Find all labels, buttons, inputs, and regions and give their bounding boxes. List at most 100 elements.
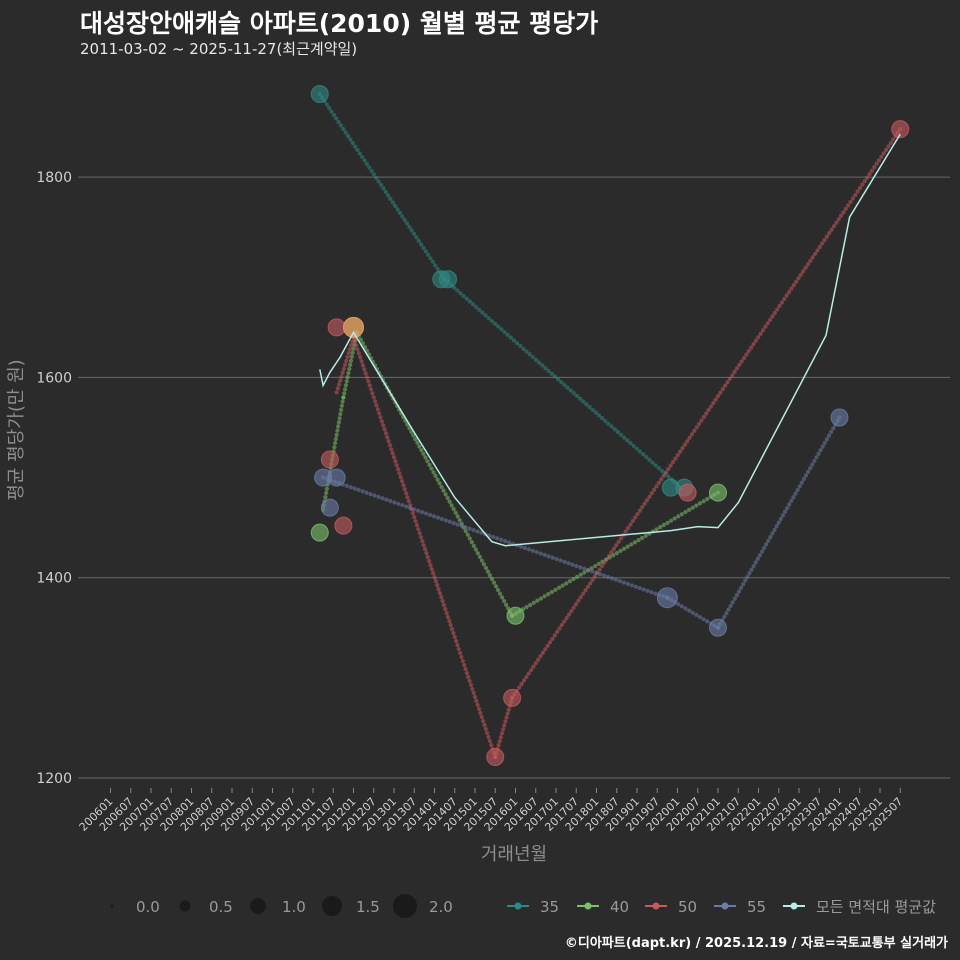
trend-dot-50 bbox=[373, 399, 378, 404]
trend-dot-50 bbox=[786, 289, 792, 295]
trend-dot-35 bbox=[348, 137, 353, 142]
trend-dot-35 bbox=[577, 396, 583, 401]
trend-dot-55 bbox=[808, 466, 813, 471]
point-40 bbox=[506, 606, 525, 625]
trend-dot-40 bbox=[556, 585, 562, 590]
trend-dot-50 bbox=[812, 251, 818, 257]
point-55 bbox=[709, 618, 727, 637]
trend-dot-55 bbox=[526, 547, 531, 552]
trend-dot-50 bbox=[794, 279, 799, 284]
trend-dot-55 bbox=[582, 566, 587, 571]
legend-label: 35 bbox=[540, 898, 559, 916]
trend-dot-40 bbox=[493, 584, 499, 589]
trend-dot-55 bbox=[799, 480, 804, 485]
trend-dot-50 bbox=[585, 584, 590, 589]
trend-dot-50 bbox=[805, 262, 811, 267]
trend-dot-55 bbox=[463, 525, 468, 530]
trend-dot-50 bbox=[841, 210, 846, 215]
trend-dot-50 bbox=[763, 324, 768, 329]
trend-dot-50 bbox=[706, 407, 711, 413]
trend-dot-40 bbox=[427, 462, 432, 467]
trend-dot-40 bbox=[413, 436, 418, 442]
point-35 bbox=[439, 270, 457, 289]
trend-dot-40 bbox=[339, 403, 344, 408]
trend-dot-35 bbox=[625, 438, 630, 443]
trend-dot-35 bbox=[489, 318, 494, 324]
trend-dot-55 bbox=[772, 527, 777, 532]
trend-dot-50 bbox=[886, 144, 891, 149]
trend-dot-50 bbox=[673, 456, 678, 461]
trend-dot-55 bbox=[495, 536, 500, 541]
trend-dot-50 bbox=[455, 642, 460, 648]
trend-dot-40 bbox=[485, 569, 491, 574]
trend-dot-50 bbox=[404, 491, 409, 496]
trend-dot-40 bbox=[528, 602, 533, 608]
trend-dot-40 bbox=[611, 553, 616, 558]
trend-dot-40 bbox=[694, 503, 699, 508]
trend-dot-35 bbox=[615, 429, 620, 435]
trend-dot-35 bbox=[537, 360, 542, 365]
trend-dot-40 bbox=[411, 433, 416, 438]
trend-dot-55 bbox=[768, 535, 773, 540]
trend-dot-50 bbox=[867, 172, 872, 177]
trend-dot-50 bbox=[427, 559, 432, 564]
trend-dot-55 bbox=[546, 554, 551, 559]
trend-dot-50 bbox=[452, 634, 457, 640]
trend-dot-55 bbox=[776, 520, 781, 525]
trend-dot-35 bbox=[568, 388, 573, 393]
trend-dot-50 bbox=[581, 591, 586, 596]
trend-dot-50 bbox=[377, 411, 382, 416]
trend-dot-50 bbox=[413, 519, 418, 524]
size-legend-label: 1.5 bbox=[356, 898, 380, 916]
trend-dot-40 bbox=[629, 542, 634, 547]
trend-dot-50 bbox=[614, 543, 619, 548]
trend-dot-50 bbox=[435, 583, 440, 588]
trend-dot-50 bbox=[437, 591, 442, 596]
trend-dot-50 bbox=[817, 244, 822, 250]
trend-dot-50 bbox=[663, 470, 669, 475]
trend-dot-50 bbox=[440, 599, 445, 604]
trend-dot-50 bbox=[767, 317, 773, 322]
trend-dot-55 bbox=[578, 565, 583, 570]
trend-dot-40 bbox=[351, 346, 356, 351]
trend-dot-50 bbox=[367, 383, 372, 388]
trend-dot-40 bbox=[358, 337, 364, 342]
trend-dot-35 bbox=[461, 293, 466, 299]
trend-dot-55 bbox=[415, 508, 421, 513]
average-line bbox=[319, 133, 901, 547]
trend-dot-35 bbox=[546, 368, 551, 374]
trend-dot-50 bbox=[342, 362, 348, 368]
trend-dot-55 bbox=[360, 489, 365, 494]
trend-dot-40 bbox=[564, 581, 569, 586]
trend-dot-50 bbox=[860, 182, 865, 187]
trend-dot-50 bbox=[699, 418, 704, 423]
trend-dot-50 bbox=[602, 560, 607, 565]
trend-dot-35 bbox=[388, 196, 393, 201]
trend-dot-55 bbox=[649, 590, 654, 595]
trend-dot-50 bbox=[344, 358, 349, 364]
trend-dot-55 bbox=[479, 530, 484, 535]
trend-dot-50 bbox=[526, 671, 531, 676]
trend-dot-55 bbox=[743, 578, 748, 583]
trend-dot-50 bbox=[503, 719, 508, 724]
legend-label: 55 bbox=[747, 898, 766, 916]
trend-dot-50 bbox=[552, 633, 557, 638]
trend-dot-40 bbox=[439, 484, 444, 490]
trend-dot-50 bbox=[540, 650, 545, 655]
trend-dot-40 bbox=[560, 583, 565, 588]
trend-dot-50 bbox=[464, 670, 469, 676]
trend-dot-50 bbox=[424, 551, 429, 556]
trend-dot-55 bbox=[803, 473, 809, 478]
trend-dot-35 bbox=[411, 231, 417, 236]
trend-dot-50 bbox=[798, 272, 803, 277]
trend-dot-35 bbox=[385, 193, 391, 198]
trend-dot-55 bbox=[736, 589, 742, 594]
trend-dot-55 bbox=[764, 542, 769, 547]
trend-dot-50 bbox=[406, 499, 411, 504]
trend-dot-35 bbox=[492, 321, 498, 326]
trend-dot-50 bbox=[487, 738, 492, 744]
trend-dot-35 bbox=[404, 221, 410, 226]
trend-dot-50 bbox=[628, 522, 633, 527]
trend-dot-50 bbox=[862, 179, 867, 184]
trend-dot-55 bbox=[368, 492, 373, 497]
